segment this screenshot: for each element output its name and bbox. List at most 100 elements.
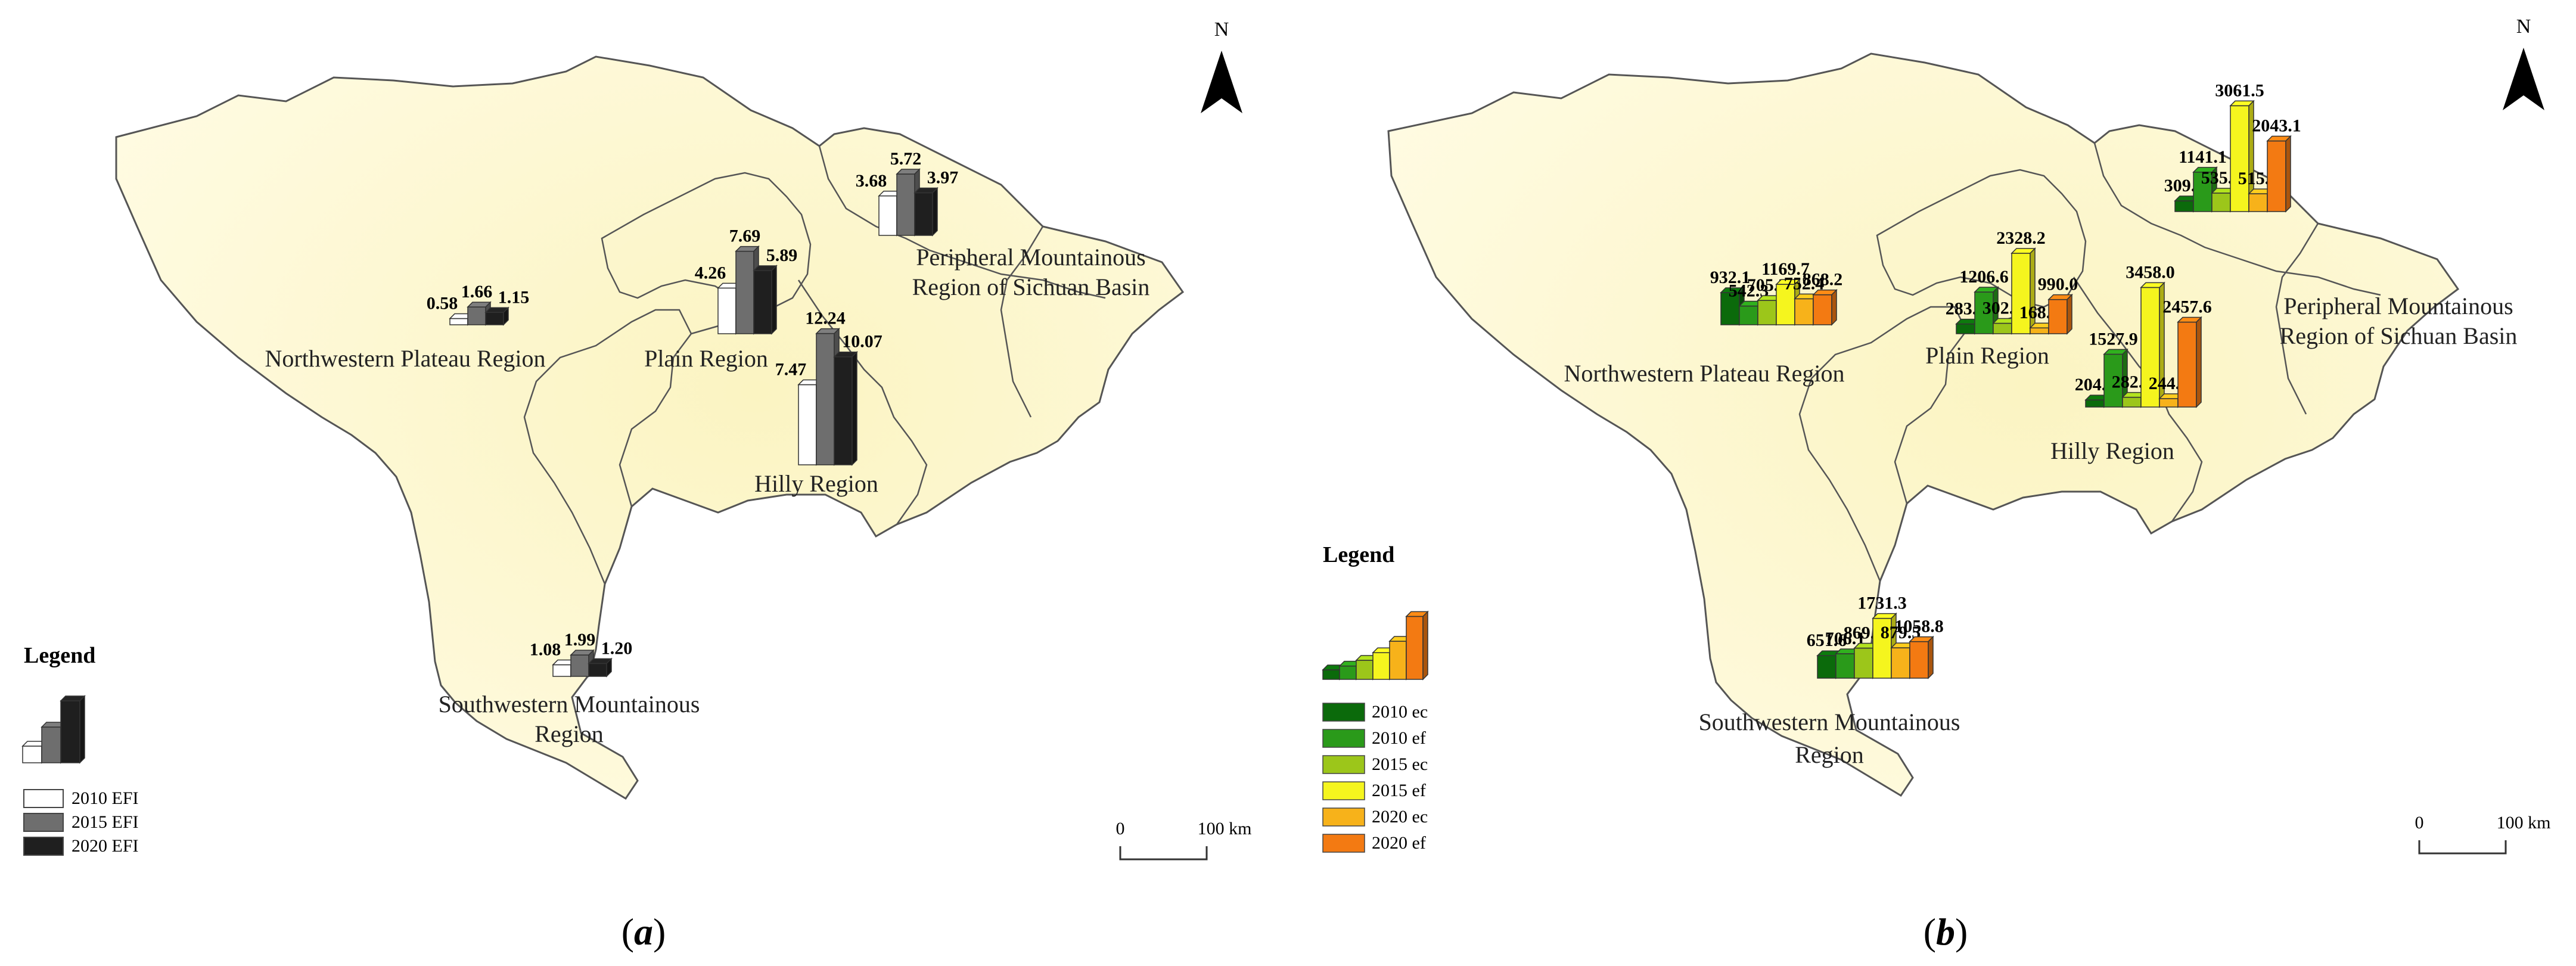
- legend-label: 2015 EFI: [72, 812, 139, 832]
- bar: [1909, 635, 1934, 679]
- legend-item: 2020 ec: [1322, 807, 1428, 827]
- value-label: 3458.0: [2126, 262, 2175, 282]
- legend-title: Legend: [24, 643, 95, 668]
- value-label: 5.89: [766, 246, 798, 265]
- bar-group: 3.685.723.97: [856, 149, 959, 237]
- legend-swatch: [23, 837, 64, 856]
- value-label: 3.68: [856, 171, 887, 191]
- legend-bar-sample: [21, 695, 86, 764]
- legend-item: 2015 ec: [1322, 754, 1428, 774]
- north-arrow-icon: N: [1201, 18, 1242, 113]
- value-label: 932.1: [1710, 268, 1751, 287]
- value-label: 4.26: [695, 263, 726, 282]
- legend-swatch: [1322, 703, 1365, 722]
- legend-swatch: [1322, 834, 1365, 853]
- province-outline: [115, 55, 1185, 800]
- region-name: Northwestern Plateau Region: [1564, 360, 1845, 387]
- legend-label: 2015 ef: [1372, 781, 1426, 800]
- legend-sample-bar: [21, 740, 48, 764]
- region-label-southwestern-mountainous: Southwestern Mountainous Region: [439, 691, 700, 747]
- region-boundaries: [1798, 142, 2381, 582]
- value-label: 1.15: [498, 287, 530, 307]
- region-name: Northwestern Plateau Region: [265, 345, 546, 372]
- bar-group: 7.47 12.24 10.07: [775, 309, 883, 466]
- value-label: 1.08: [530, 640, 561, 660]
- legend-item: 2020 ef: [1322, 833, 1426, 853]
- bar: [1812, 288, 1838, 326]
- legend-swatch: [1322, 781, 1365, 800]
- legend-item: 2010 ef: [1322, 728, 1426, 748]
- legend-item: 2010 ec: [1322, 702, 1428, 722]
- scale-zero: 0: [1116, 819, 1125, 838]
- legend-swatch: [1322, 755, 1365, 774]
- north-label: N: [2516, 15, 2531, 38]
- bar: [2177, 316, 2202, 408]
- region-label-peripheral-mountainous: Peripheral Mountainous Region of Sichuan…: [912, 244, 1150, 300]
- value-label: 2043.1: [2252, 116, 2301, 136]
- legend-item: 2015 EFI: [23, 812, 139, 832]
- value-label: 1.66: [461, 282, 493, 302]
- value-label: 868.2: [1803, 270, 1843, 290]
- region-label-northwestern-plateau: Northwestern Plateau Region: [1564, 360, 1845, 387]
- legend-sample-bar: [60, 695, 86, 764]
- value-label: 1058.8: [1894, 617, 1944, 636]
- bar: [1974, 286, 1999, 335]
- region-label-plain: Plain Region: [1925, 342, 2049, 369]
- bar: [588, 657, 613, 678]
- region-name-line-1: Peripheral Mountainous: [2283, 293, 2513, 319]
- bar: [484, 306, 509, 326]
- region-label-plain: Plain Region: [644, 345, 768, 372]
- legend-label: 2010 EFI: [72, 788, 139, 808]
- bar: [467, 301, 492, 326]
- north-label: N: [1214, 18, 1229, 41]
- bar-group: 1.08 1.99 1.20: [530, 630, 633, 678]
- legend-item: 2010 EFI: [23, 788, 139, 808]
- region-name: Hilly Region: [754, 470, 878, 497]
- bar: [2103, 348, 2128, 408]
- bar-group: 0.581.66 1.15: [427, 282, 530, 326]
- value-label: 1169.7: [1761, 259, 1810, 279]
- legend-label: 2020 ec: [1372, 807, 1428, 827]
- value-label: 651.6: [1807, 630, 1847, 650]
- region-name: Hilly Region: [2050, 437, 2174, 464]
- legend-label: 2015 ec: [1372, 754, 1428, 774]
- legend-panel-a: Legend 2010 EFI 2015 EFI 2020 EFI: [21, 643, 139, 856]
- legend-panel-b: Legend 2010 ec 2010 ef 2015 ec 2015 ef 2020 …: [1322, 542, 1429, 853]
- value-label: 1.20: [601, 638, 633, 658]
- legend-swatch: [1322, 729, 1365, 748]
- value-label: 3.97: [927, 168, 959, 188]
- bar: [2266, 135, 2292, 213]
- value-label: 2457.6: [2162, 297, 2212, 316]
- value-label: 10.07: [842, 332, 883, 352]
- bar: [753, 265, 778, 335]
- bar: [896, 168, 921, 237]
- legend-label: 2010 ef: [1372, 728, 1426, 748]
- value-label: 1731.3: [1857, 594, 1907, 613]
- scale-bar: 0 100 km: [2415, 813, 2550, 855]
- legend-label: 2020 ef: [1372, 833, 1426, 853]
- panel-a-map: Northwestern Plateau Region Plain Region…: [21, 18, 1251, 953]
- caption-b: (b): [1924, 911, 1968, 953]
- region-name-line-1: Southwestern Mountainous: [1699, 709, 1960, 735]
- north-arrow-icon: N: [2503, 15, 2544, 110]
- bar: [2047, 293, 2073, 335]
- value-label: 1.99: [564, 630, 596, 650]
- province-outline: [1387, 52, 2460, 797]
- value-label: 5.72: [890, 149, 922, 169]
- bar-group: 4.267.69 5.89: [695, 226, 798, 335]
- value-label: 1527.9: [2089, 329, 2138, 349]
- bar-groups-panel-a: 0.581.66 1.15 4.267.69 5.89 3.685.723.97 7.47…: [427, 149, 959, 678]
- value-label: 7.47: [775, 360, 807, 380]
- region-name-line-2: Region: [535, 720, 604, 747]
- value-label: 1206.6: [1959, 267, 2009, 287]
- caption-a: (a): [622, 911, 666, 953]
- bar: [2140, 281, 2165, 408]
- bar: [833, 350, 858, 466]
- region-name-line-1: Peripheral Mountainous: [916, 244, 1146, 271]
- value-label: 0.58: [427, 294, 458, 313]
- legend-bar-sample: [1322, 610, 1429, 681]
- value-label: 990.0: [2038, 275, 2078, 294]
- region-name: Plain Region: [644, 345, 768, 372]
